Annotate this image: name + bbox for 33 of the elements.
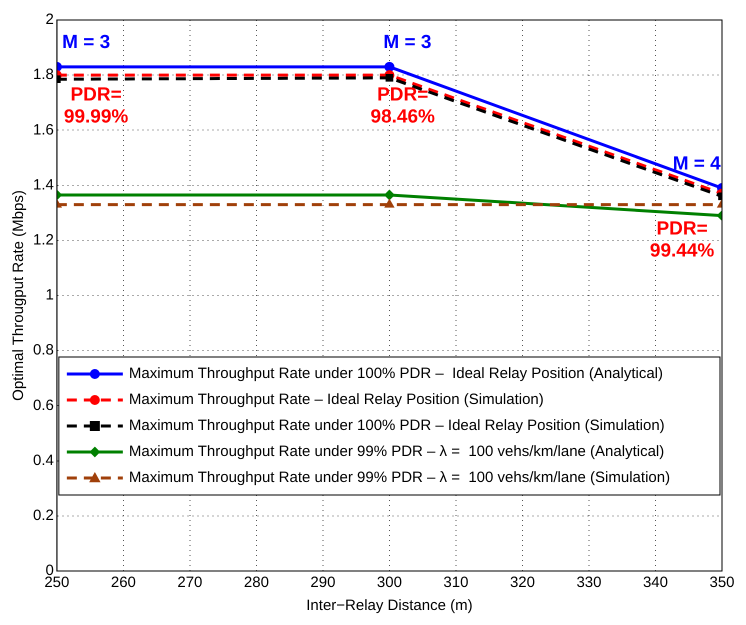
y-tick-label: 1.4 — [32, 176, 54, 194]
x-tick-label: 280 — [244, 574, 269, 592]
y-tick-label: 0.2 — [32, 507, 54, 524]
y-tick-label: 0.4 — [32, 452, 54, 469]
annotation: PDR= 98.46% — [370, 84, 436, 128]
x-tick-label: 330 — [576, 574, 602, 592]
y-tick-label: 1.2 — [32, 232, 54, 249]
annotation: M = 3 — [62, 32, 110, 53]
annotation: PDR= 99.44% — [650, 218, 714, 262]
y-tick-label: 1.8 — [32, 66, 54, 84]
x-tick-label: 340 — [642, 574, 668, 592]
x-axis-title: Inter−Relay Distance (m) — [306, 597, 473, 614]
y-tick-label: 1.6 — [32, 121, 54, 138]
annotation: PDR= 99.99% — [64, 84, 128, 128]
legend-label: Maximum Throughput Rate under 100% PDR – Ideal Relay Position (Simulation) — [128, 417, 665, 434]
x-tick-label: 290 — [310, 574, 336, 592]
legend-label: Maximum Throughput Rate under 100% PDR – Ideal Relay Position (Analytical) — [128, 365, 664, 382]
y-tick-label: 0.6 — [32, 396, 54, 414]
x-tick-label: 260 — [110, 574, 136, 592]
legend-label: Maximum Throughput Rate under 99% PDR – λ = 100 vehs/km/lane (Analytical) — [128, 443, 664, 460]
y-tick-label: 0.8 — [32, 342, 54, 359]
x-tick-label: 270 — [177, 574, 202, 592]
y-tick-label: 2 — [46, 11, 54, 28]
legend-label: Maximum Throughput Rate under 99% PDR – λ = 100 vehs/km/lane (Simulation) — [128, 469, 670, 486]
y-axis-title: Optimal Througput Rate (Mbps) — [10, 190, 28, 401]
annotation: M = 4 — [672, 154, 722, 175]
x-tick-label: 300 — [376, 574, 402, 592]
annotation: M = 3 — [383, 32, 432, 53]
x-tick-label: 310 — [443, 574, 468, 592]
legend-label: Maximum Throughput Rate – Ideal Relay Position (Simulation) — [128, 391, 544, 408]
y-tick-label: 1 — [46, 286, 54, 304]
x-tick-label: 320 — [510, 574, 535, 592]
x-tick-label: 350 — [709, 574, 735, 592]
